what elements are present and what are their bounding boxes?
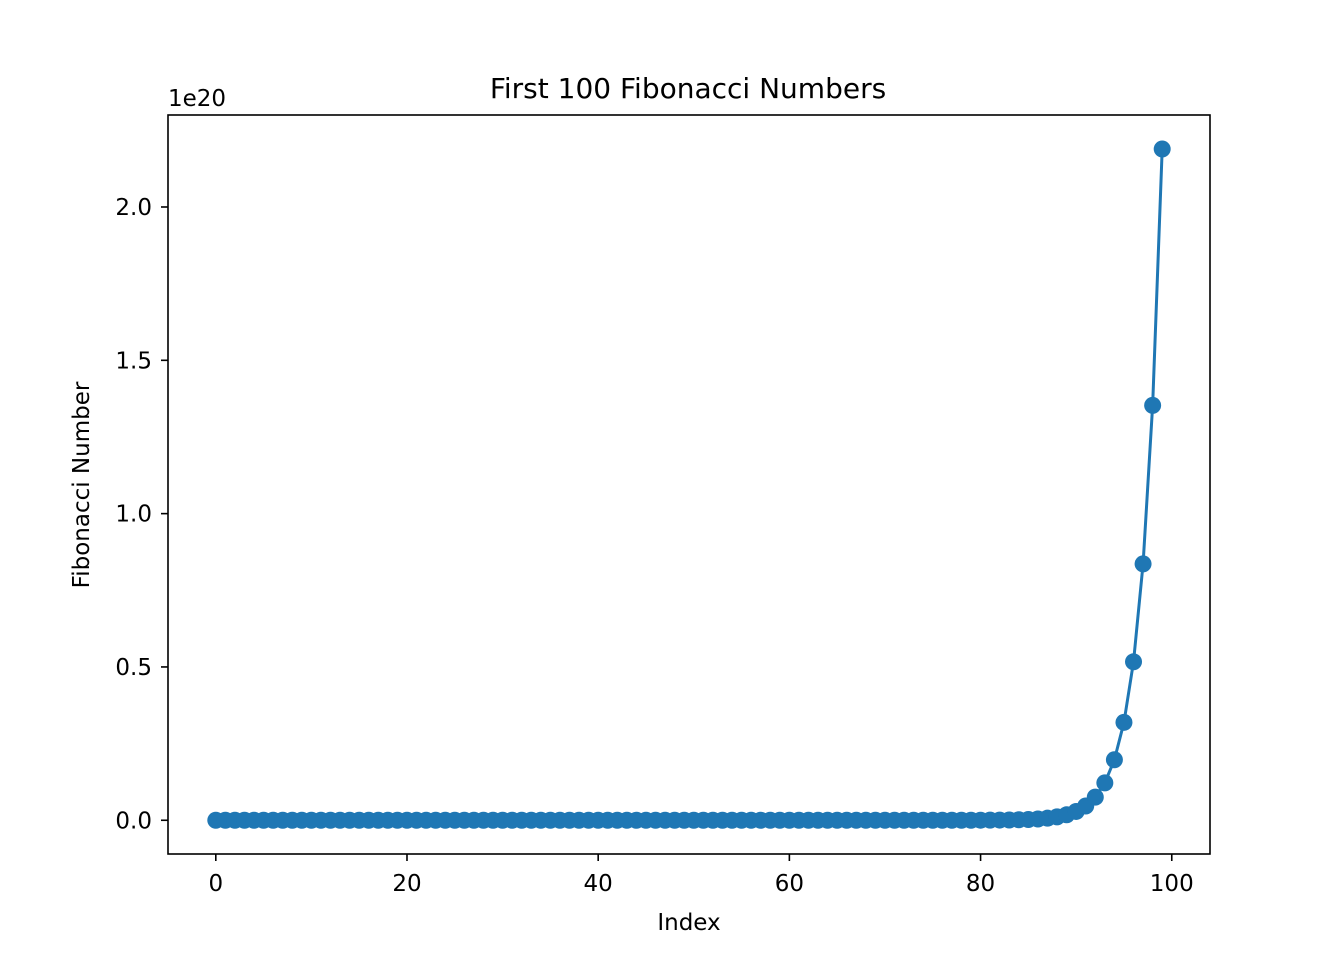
y-axis-label: Fibonacci Number <box>69 381 95 588</box>
chart-title: First 100 Fibonacci Numbers <box>490 72 886 105</box>
x-tick-label: 0 <box>208 871 223 897</box>
data-point <box>1125 653 1143 671</box>
x-tick-label: 60 <box>775 871 804 897</box>
x-tick-label: 40 <box>584 871 613 897</box>
x-tick-label: 80 <box>966 871 995 897</box>
data-point <box>1134 555 1152 573</box>
y-axis-offset-label: 1e20 <box>168 86 226 112</box>
y-tick-label: 1.0 <box>115 502 152 528</box>
x-tick-label: 20 <box>392 871 421 897</box>
x-axis-label: Index <box>657 910 720 936</box>
y-axis-ticks: 0.0 0.5 1.0 1.5 2.0 <box>115 195 168 834</box>
data-point <box>1153 140 1171 158</box>
y-tick-label: 0.5 <box>115 655 152 681</box>
y-tick-label: 0.0 <box>115 808 152 834</box>
data-point <box>1105 751 1123 769</box>
plot-frame <box>167 114 1211 855</box>
data-point <box>1115 713 1133 731</box>
data-point <box>1096 774 1114 792</box>
x-tick-label: 100 <box>1150 871 1194 897</box>
data-point <box>1086 788 1104 806</box>
data-point <box>1144 396 1162 414</box>
y-tick-label: 1.5 <box>115 348 152 374</box>
x-axis-ticks: 0 20 40 60 80 100 <box>208 854 1194 897</box>
y-tick-label: 2.0 <box>115 195 152 221</box>
series-group <box>207 140 1171 829</box>
